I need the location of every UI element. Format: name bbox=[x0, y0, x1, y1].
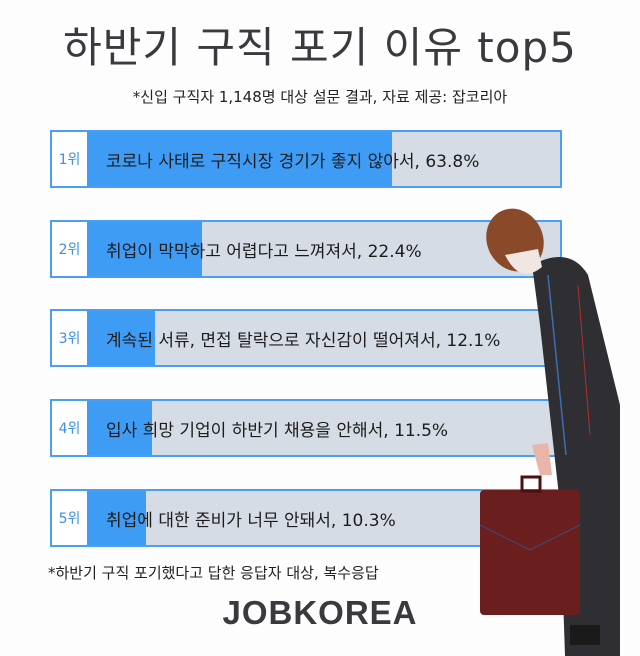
briefcase-icon bbox=[480, 490, 580, 615]
bar-label-3: 계속된 서류, 면접 탈락으로 자신감이 떨어져서, 12.1% bbox=[106, 330, 501, 351]
footnote: *하반기 구직 포기했다고 답한 응답자 대상, 복수응답 bbox=[48, 564, 379, 582]
chart-subtitle: *신입 구직자 1,148명 대상 설문 결과, 자료 제공: 잡코리아 bbox=[132, 88, 508, 106]
rank-label-1: 1위 bbox=[52, 132, 87, 186]
bar-row-5: 5위 취업에 대한 준비가 너무 안돼서, 10.3% bbox=[50, 489, 562, 547]
bar-row-3: 3위 계속된 서류, 면접 탈락으로 자신감이 떨어져서, 12.1% bbox=[50, 309, 562, 367]
bar-label-5: 취업에 대한 준비가 너무 안돼서, 10.3% bbox=[106, 510, 396, 531]
jobkorea-logo: JOBKOREA bbox=[222, 594, 418, 631]
bar-label-2: 취업이 막막하고 어렵다고 느껴져서, 22.4% bbox=[106, 241, 422, 262]
bar-label-1: 코로나 사태로 구직시장 경기가 좋지 않아서, 63.8% bbox=[106, 151, 480, 172]
rank-label-4: 4위 bbox=[52, 401, 87, 455]
bar-fill-3 bbox=[87, 311, 155, 365]
man-with-briefcase-illustration bbox=[479, 208, 620, 656]
bar-row-2: 2위 취업이 막막하고 어렵다고 느껴져서, 22.4% bbox=[50, 220, 562, 278]
bar-fill-5 bbox=[87, 491, 147, 545]
bar-fill-2 bbox=[87, 222, 202, 276]
rank-label-3: 3위 bbox=[52, 311, 87, 365]
bar-fill-4 bbox=[87, 401, 152, 455]
chart-title: 하반기 구직 포기 이유 top5 bbox=[63, 23, 577, 72]
rank-label-2: 2위 bbox=[52, 222, 87, 276]
bar-fill-1 bbox=[87, 132, 392, 186]
bar-row-1: 1위 코로나 사태로 구직시장 경기가 좋지 않아서, 63.8% bbox=[50, 130, 562, 188]
bar-label-4: 입사 희망 기업이 하반기 채용을 안해서, 11.5% bbox=[106, 420, 449, 441]
bar-row-4: 4위 입사 희망 기업이 하반기 채용을 안해서, 11.5% bbox=[50, 399, 562, 457]
rank-label-5: 5위 bbox=[52, 491, 87, 545]
